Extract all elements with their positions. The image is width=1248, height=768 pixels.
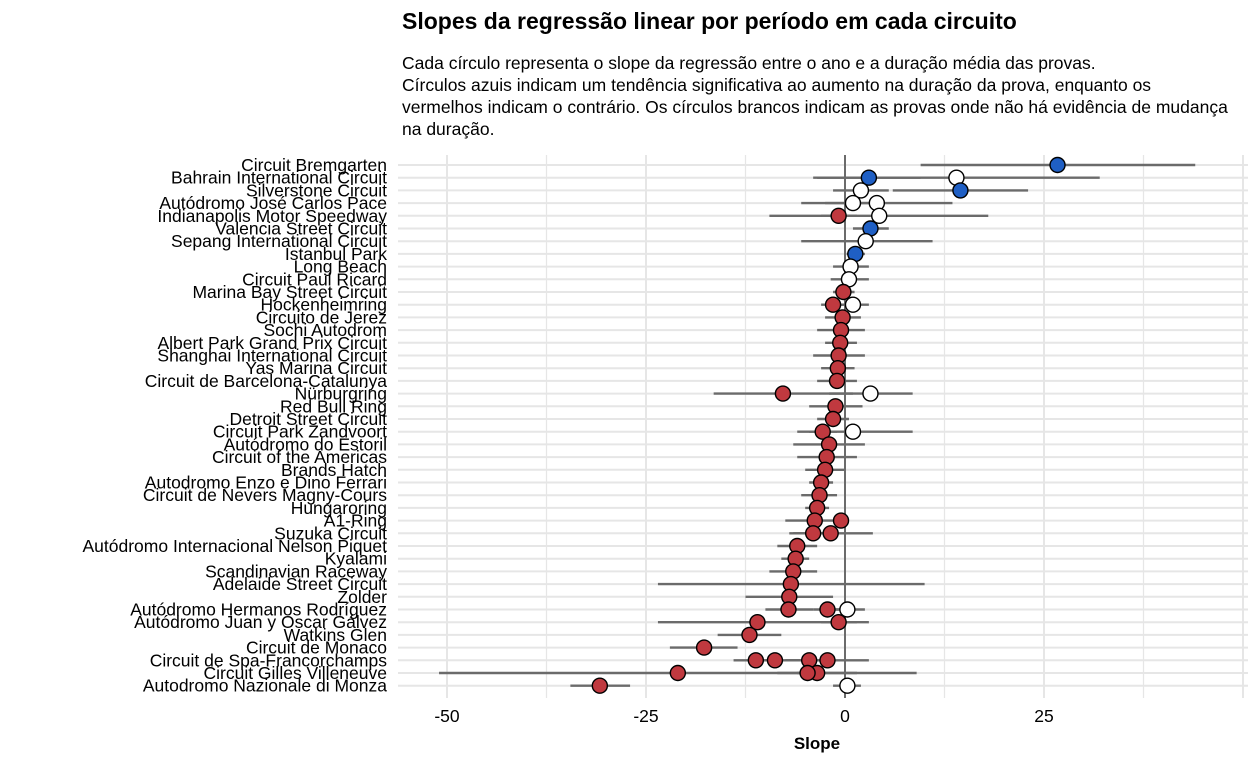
x-tick-label: -50 bbox=[434, 706, 460, 726]
slope-point bbox=[824, 296, 842, 313]
slope-point bbox=[747, 652, 765, 669]
slope-point bbox=[819, 652, 836, 669]
grid-layer bbox=[398, 155, 1248, 698]
y-tick-label: Detroit Street Circuit bbox=[229, 409, 387, 429]
y-tick-label: Indianapolis Motor Speedway bbox=[157, 206, 387, 226]
slope-point bbox=[804, 525, 822, 542]
y-tick-label: Autódromo Juan y Oscar Gálvez bbox=[134, 612, 387, 632]
slope-point bbox=[839, 601, 856, 618]
y-tick-label: Circuit of the Americas bbox=[212, 447, 387, 467]
slope-point bbox=[844, 296, 862, 313]
y-tick-label: Autodromo Nazionale di Monza bbox=[143, 676, 387, 696]
slope-point bbox=[741, 626, 758, 644]
y-tick-label: A1-Ring bbox=[324, 511, 387, 531]
slope-point bbox=[860, 169, 878, 186]
y-tick-label: Nürburgring bbox=[295, 384, 387, 404]
y-tick-label: Red Bull Ring bbox=[280, 396, 387, 416]
slope-point bbox=[844, 194, 862, 212]
point-layer bbox=[591, 156, 1066, 694]
y-tick-label: Adelaide Street Circuit bbox=[213, 574, 387, 594]
slope-point bbox=[824, 410, 842, 428]
slope-point bbox=[830, 207, 847, 225]
y-tick-label: Circuit de Barcelona-Catalunya bbox=[145, 371, 387, 391]
y-tick-label: Istanbul Park bbox=[285, 244, 387, 264]
y-tick-label: Scandinavian Raceway bbox=[205, 561, 387, 581]
x-axis-title: Slope bbox=[794, 734, 840, 753]
slope-point bbox=[819, 601, 836, 618]
slope-point bbox=[1049, 156, 1066, 174]
y-tick-label: Circuit de Nevers Magny-Cours bbox=[143, 485, 387, 505]
x-tick-label: 25 bbox=[1034, 706, 1053, 726]
y-tick-label: Circuit Paul Ricard bbox=[242, 269, 387, 289]
y-tick-label: Circuit de Spa-Francorchamps bbox=[150, 650, 388, 670]
subtitle-line-1: Cada círculo representa o slope da regre… bbox=[402, 53, 1096, 73]
y-tick-label: Suzuka Circuit bbox=[274, 523, 387, 543]
slope-point bbox=[857, 232, 874, 250]
subtitle-line-3: vermelhos indicam o contrário. Os círcul… bbox=[402, 97, 1228, 117]
y-tick-label: Valencia Street Circuit bbox=[215, 219, 387, 239]
errorbar-layer bbox=[439, 163, 1196, 687]
slope-point bbox=[774, 385, 792, 402]
y-tick-label: Autódromo Internacional Nelson Piquet bbox=[83, 536, 388, 556]
y-tick-label: Silverstone Circuit bbox=[246, 180, 387, 200]
y-tick-label: Hungaroring bbox=[291, 498, 387, 518]
y-tick-label: Sepang International Circuit bbox=[171, 231, 387, 251]
slope-point bbox=[799, 664, 816, 682]
y-tick-label: Kyalami bbox=[325, 549, 387, 569]
slope-point bbox=[822, 525, 839, 542]
x-tick-label: -25 bbox=[633, 706, 658, 726]
chart-subtitle: Cada círculo representa o slope da regre… bbox=[402, 52, 1228, 140]
slope-point bbox=[669, 664, 687, 682]
y-tick-label: Circuit de Monaco bbox=[246, 638, 387, 658]
slope-point bbox=[832, 512, 850, 529]
slope-point bbox=[871, 207, 888, 225]
subtitle-line-4: na duração. bbox=[402, 119, 495, 139]
slope-point bbox=[780, 601, 797, 618]
y-tick-label: Circuit Park Zandvoort bbox=[213, 422, 387, 442]
slope-point bbox=[844, 423, 862, 440]
slope-point bbox=[766, 652, 784, 669]
y-tick-label: Circuito de Jerez bbox=[256, 307, 387, 327]
slope-point bbox=[814, 423, 831, 440]
slope-point bbox=[862, 385, 879, 402]
slope-point bbox=[749, 614, 766, 631]
y-tick-label: Autódromo Hermanos Rodríguez bbox=[130, 600, 387, 620]
x-tick-label: 0 bbox=[840, 706, 850, 726]
y-tick-label: Yas Marina Circuit bbox=[245, 358, 387, 378]
y-tick-label: Watkins Glen bbox=[284, 625, 387, 645]
slope-point bbox=[828, 372, 846, 390]
x-axis-ticks: -50 -25 0 25 bbox=[434, 706, 1053, 726]
y-tick-label: Sochi Autodrom bbox=[263, 320, 387, 340]
y-tick-label: Zolder bbox=[337, 587, 387, 607]
y-tick-label: Circuit Bremgarten bbox=[241, 155, 387, 175]
y-tick-label: Hockenheimring bbox=[261, 295, 387, 315]
y-tick-label: Autodromo Enzo e Dino Ferrari bbox=[145, 473, 387, 493]
slope-point bbox=[952, 182, 969, 199]
chart-title: Slopes da regressão linear por período e… bbox=[402, 8, 1017, 34]
y-tick-label: Circuit Gilles Villeneuve bbox=[203, 663, 387, 683]
y-tick-label: Autódromo do Estoril bbox=[224, 434, 387, 454]
slope-point bbox=[835, 283, 852, 301]
slope-point bbox=[852, 182, 870, 199]
y-tick-label: Brands Hatch bbox=[281, 460, 387, 480]
slope-point bbox=[830, 614, 847, 631]
y-tick-label: Autódromo José Carlos Pace bbox=[159, 193, 387, 213]
y-tick-label: Shanghai International Circuit bbox=[157, 346, 387, 366]
slope-point bbox=[839, 677, 856, 694]
y-tick-label: Marina Bay Street Circuit bbox=[192, 282, 387, 302]
subtitle-line-2: Círculos azuis indicam um tendência sign… bbox=[402, 75, 1152, 95]
slope-point bbox=[695, 639, 713, 656]
y-tick-label: Long Beach bbox=[294, 257, 387, 277]
slope-point bbox=[591, 677, 609, 694]
y-tick-label: Bahrain International Circuit bbox=[171, 168, 387, 188]
y-tick-label: Albert Park Grand Prix Circuit bbox=[157, 333, 387, 353]
